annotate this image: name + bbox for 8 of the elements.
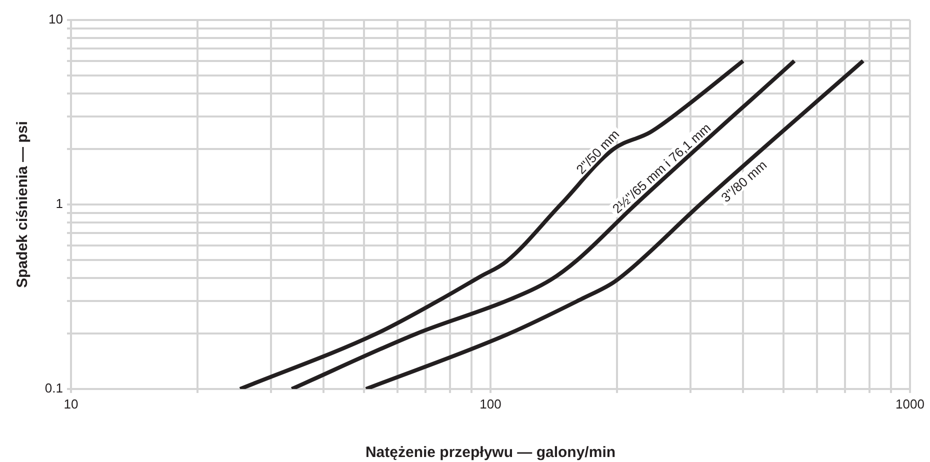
- y-tick-label: 10: [48, 12, 63, 27]
- x-tick-label: 10: [64, 396, 78, 412]
- x-tick-label: 100: [480, 396, 502, 412]
- y-tick-label: 0.1: [44, 380, 63, 396]
- y-tick-label: 1: [56, 196, 63, 212]
- x-tick-label: 1000: [896, 396, 924, 412]
- y-axis-title: Spadek ciśnienia — psi: [14, 121, 32, 288]
- x-axis-title: Natężenie przepływu — galony/min: [365, 444, 616, 462]
